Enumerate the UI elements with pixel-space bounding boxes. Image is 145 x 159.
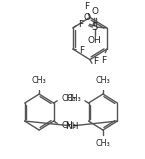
Text: OH: OH xyxy=(88,36,101,45)
Text: CH₃: CH₃ xyxy=(61,121,76,130)
Text: CH₃: CH₃ xyxy=(96,76,110,85)
Text: F: F xyxy=(84,2,90,11)
Text: F: F xyxy=(101,56,107,65)
Text: F: F xyxy=(94,57,99,66)
Text: O: O xyxy=(91,7,98,16)
Text: F: F xyxy=(79,46,84,55)
Text: CH₃: CH₃ xyxy=(32,76,47,85)
Text: CH₃: CH₃ xyxy=(96,139,110,149)
Text: S: S xyxy=(91,22,98,32)
Text: CH₃: CH₃ xyxy=(66,94,81,103)
Text: O: O xyxy=(84,13,91,22)
Text: F: F xyxy=(78,20,84,28)
Text: CH₃: CH₃ xyxy=(61,94,76,103)
Text: NH: NH xyxy=(65,122,79,131)
